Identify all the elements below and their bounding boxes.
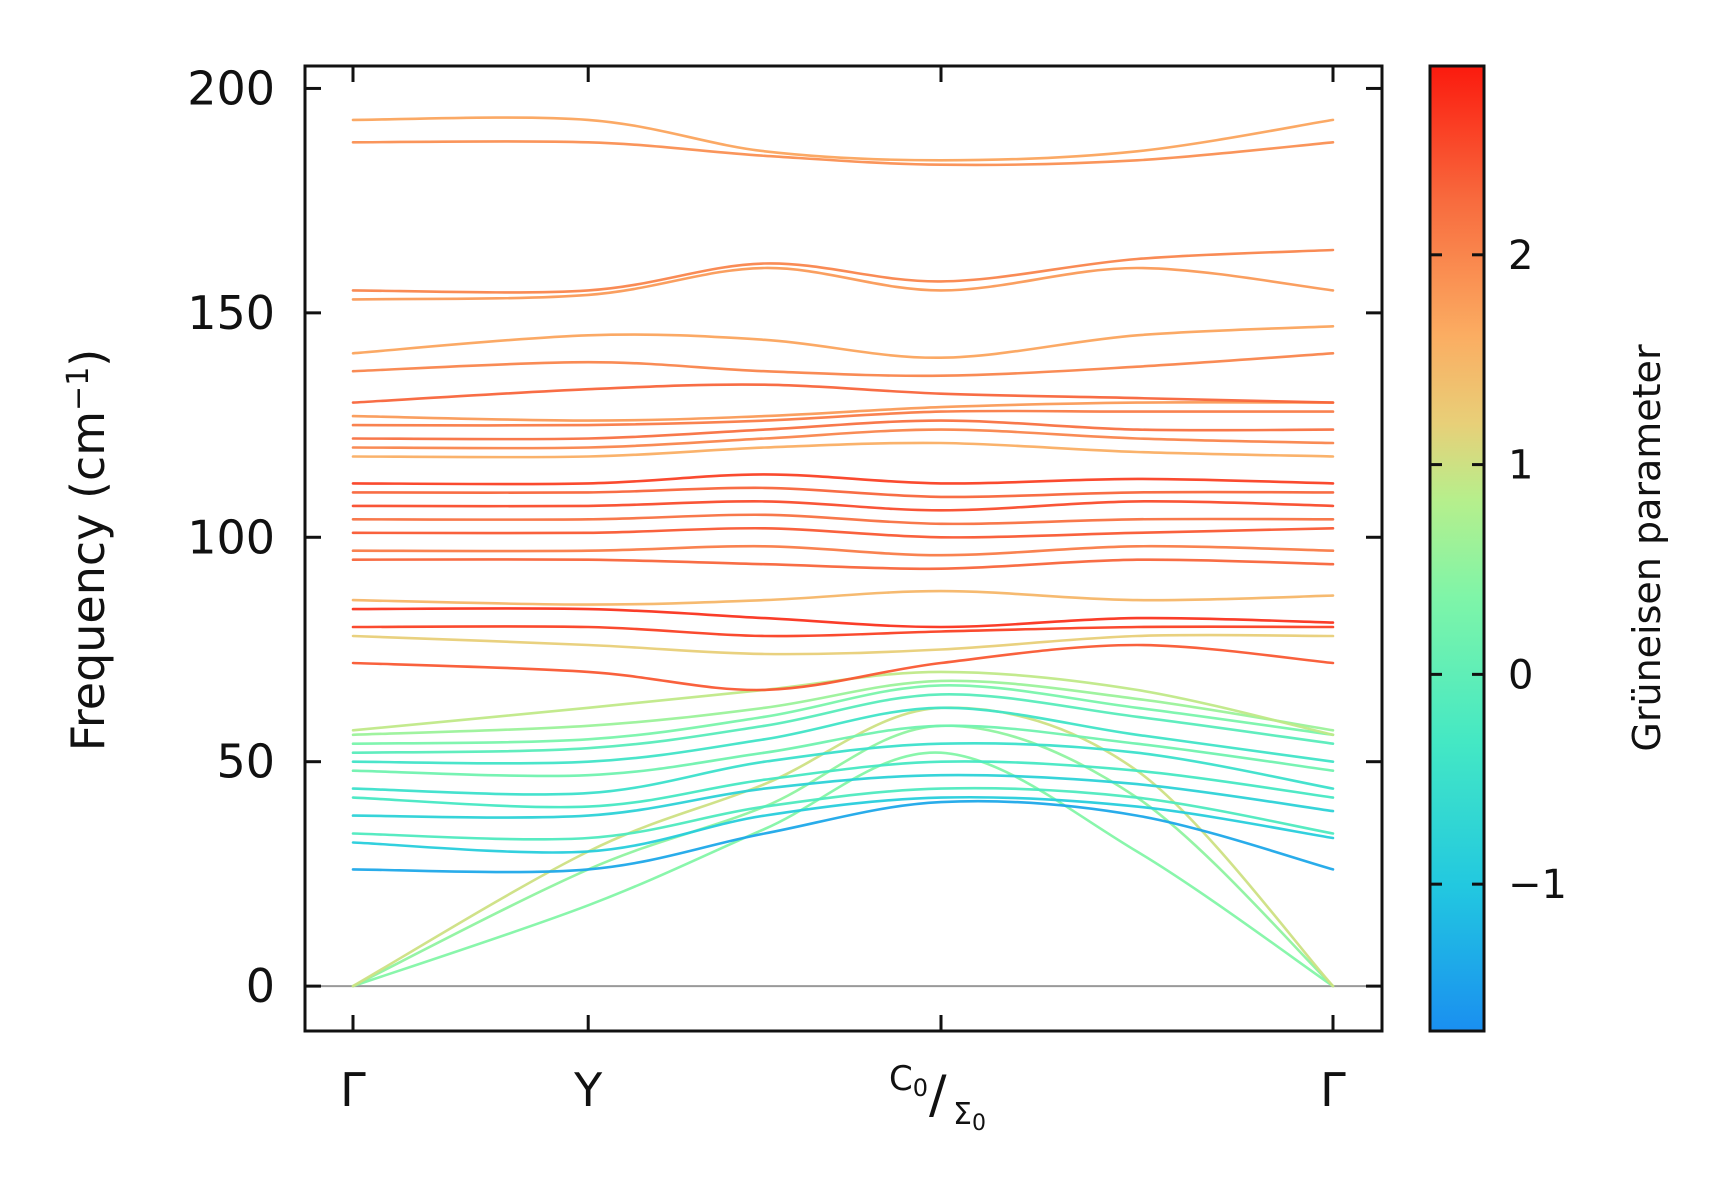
band-line-band-28 (351, 441, 1335, 459)
band-line-band-12 (351, 693, 1335, 754)
band-line-band-25 (351, 500, 1335, 512)
band-line-band-21 (351, 558, 1335, 571)
band-line-band-6 (351, 786, 1335, 841)
x-tick-label-sigma0: Σ0 (953, 1097, 986, 1136)
colorbar-ticks: −1 0 1 2 (1430, 233, 1567, 908)
x-tick-label: Y (573, 1063, 603, 1117)
x-tick-label-c0: C0 (889, 1059, 928, 1102)
x-tick-label-slash: / (929, 1065, 947, 1125)
band-line-band-37 (351, 248, 1335, 294)
band-line-band-31 (351, 409, 1335, 427)
band-line-band-34 (351, 352, 1335, 378)
band-line-band-26 (351, 486, 1335, 499)
band-line-band-8 (351, 760, 1335, 809)
band-line-band-24 (351, 513, 1335, 526)
band-line-band-33 (351, 383, 1335, 404)
band-line-band-14 (351, 679, 1335, 737)
colorbar-tick-label: −1 (1508, 862, 1567, 908)
band-line-band-18 (351, 625, 1335, 638)
x-tick-label-c0-sigma0: C0/Σ0 (889, 1059, 986, 1136)
y-tick-label: 0 (246, 959, 275, 1013)
band-line-band-22 (351, 544, 1335, 557)
band-line-band-16 (351, 643, 1335, 692)
phonon-bands (351, 116, 1335, 988)
band-line-acoustic-2 (351, 724, 1335, 988)
band-line-band-32 (351, 400, 1335, 422)
band-line-acoustic-1 (351, 751, 1335, 988)
y-axis-title: Frequency (cm−1) (61, 349, 115, 752)
band-line-band-5 (351, 795, 1335, 854)
band-line-band-23 (351, 526, 1335, 539)
band-line-band-30 (351, 419, 1335, 441)
band-line-band-36 (351, 266, 1335, 301)
band-line-band-29 (351, 428, 1335, 450)
band-line-band-4 (351, 799, 1335, 874)
plot-frame (303, 64, 1384, 1033)
band-line-band-10 (351, 724, 1335, 778)
band-line-band-9 (351, 742, 1335, 796)
y-tick-label: 50 (216, 735, 275, 789)
colorbar-tick-label: 0 (1508, 652, 1533, 698)
band-line-acoustic-3 (351, 706, 1335, 988)
x-tick-labels: Γ Y C0/Σ0 Γ (340, 1059, 1346, 1136)
colorbar-tick-label: 2 (1508, 233, 1533, 279)
colorbar (1428, 64, 1486, 1033)
band-line-band-11 (351, 706, 1335, 765)
y-tick-label: 100 (187, 510, 275, 564)
y-tick-label: 150 (187, 286, 275, 340)
y-tick-labels: 0 50 100 150 200 (187, 61, 275, 1013)
y-tick-label: 200 (187, 61, 275, 115)
x-tick-label: Γ (1320, 1063, 1346, 1117)
band-line-band-35 (351, 325, 1335, 360)
band-line-band-7 (351, 773, 1335, 819)
axis-ticks (305, 66, 1382, 1031)
band-line-band-38 (351, 140, 1335, 167)
band-line-band-19 (351, 607, 1335, 629)
colorbar-tick-label: 1 (1508, 443, 1533, 489)
band-line-band-20 (351, 589, 1335, 606)
band-line-band-39 (351, 116, 1335, 162)
band-line-band-17 (351, 633, 1335, 656)
band-line-band-27 (351, 473, 1335, 486)
colorbar-title: Grüneisen parameter (1625, 344, 1669, 752)
x-tick-label: Γ (340, 1063, 366, 1117)
band-line-band-13 (351, 684, 1335, 745)
